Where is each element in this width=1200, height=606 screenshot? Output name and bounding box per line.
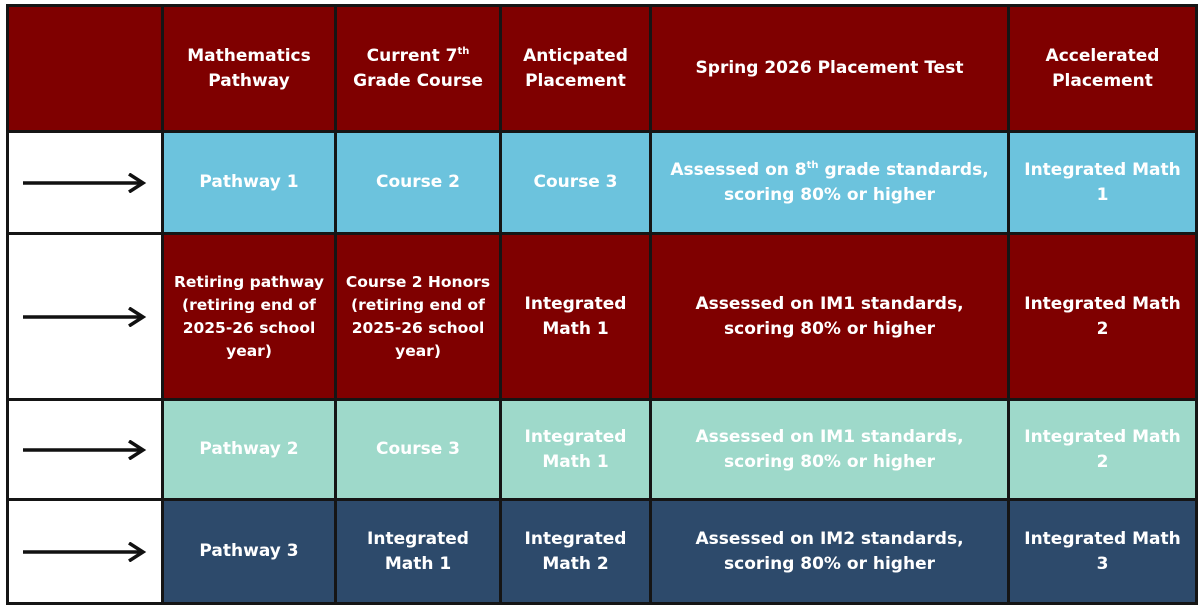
header-current-course: Current 7th Grade Course — [334, 4, 502, 133]
table-row-pathway-1: Pathway 1 Course 2 Course 3 Assessed on … — [6, 130, 1198, 235]
right-arrow-icon — [23, 306, 147, 327]
pathway-cell: Pathway 3 — [161, 498, 337, 605]
header-accelerated: Accelerated Placement — [1007, 4, 1198, 133]
anticipated-cell: Integrated Math 1 — [499, 398, 652, 501]
table-row-pathway-3: Pathway 3 Integrated Math 1 Integrated M… — [6, 498, 1198, 605]
test-cell: Assessed on 8th grade standards, scoring… — [649, 130, 1010, 235]
course-cell: Course 2 Honors (retiring end of 2025-26… — [334, 232, 502, 401]
right-arrow-icon — [23, 439, 147, 460]
anticipated-cell: Course 3 — [499, 130, 652, 235]
pathway-cell: Pathway 2 — [161, 398, 337, 501]
accelerated-cell: Integrated Math 3 — [1007, 498, 1198, 605]
accelerated-cell: Integrated Math 2 — [1007, 232, 1198, 401]
pathway-cell: Pathway 1 — [161, 130, 337, 235]
course-cell: Course 3 — [334, 398, 502, 501]
right-arrow-icon — [23, 172, 147, 193]
arrow-cell — [6, 130, 164, 235]
arrow-cell — [6, 232, 164, 401]
header-anticipated: Anticpated Placement — [499, 4, 652, 133]
header-test: Spring 2026 Placement Test — [649, 4, 1010, 133]
header-pathway: Mathematics Pathway — [161, 4, 337, 133]
anticipated-cell: Integrated Math 1 — [499, 232, 652, 401]
header-row: Mathematics Pathway Current 7th Grade Cou… — [6, 4, 1198, 133]
course-cell: Course 2 — [334, 130, 502, 235]
accelerated-cell: Integrated Math 1 — [1007, 130, 1198, 235]
anticipated-cell: Integrated Math 2 — [499, 498, 652, 605]
header-empty-cell — [6, 4, 164, 133]
placement-table: Mathematics Pathway Current 7th Grade Cou… — [6, 4, 1198, 605]
right-arrow-icon — [23, 541, 147, 562]
test-cell: Assessed on IM2 standards, scoring 80% o… — [649, 498, 1010, 605]
accelerated-cell: Integrated Math 2 — [1007, 398, 1198, 501]
arrow-cell — [6, 498, 164, 605]
pathway-cell: Retiring pathway (retiring end of 2025-2… — [161, 232, 337, 401]
arrow-cell — [6, 398, 164, 501]
test-cell: Assessed on IM1 standards, scoring 80% o… — [649, 398, 1010, 501]
table-row-pathway-2: Pathway 2 Course 3 Integrated Math 1 Ass… — [6, 398, 1198, 501]
course-cell: Integrated Math 1 — [334, 498, 502, 605]
placement-table-container: Mathematics Pathway Current 7th Grade Cou… — [6, 4, 1198, 605]
table-row-retiring: Retiring pathway (retiring end of 2025-2… — [6, 232, 1198, 401]
test-cell: Assessed on IM1 standards, scoring 80% o… — [649, 232, 1010, 401]
